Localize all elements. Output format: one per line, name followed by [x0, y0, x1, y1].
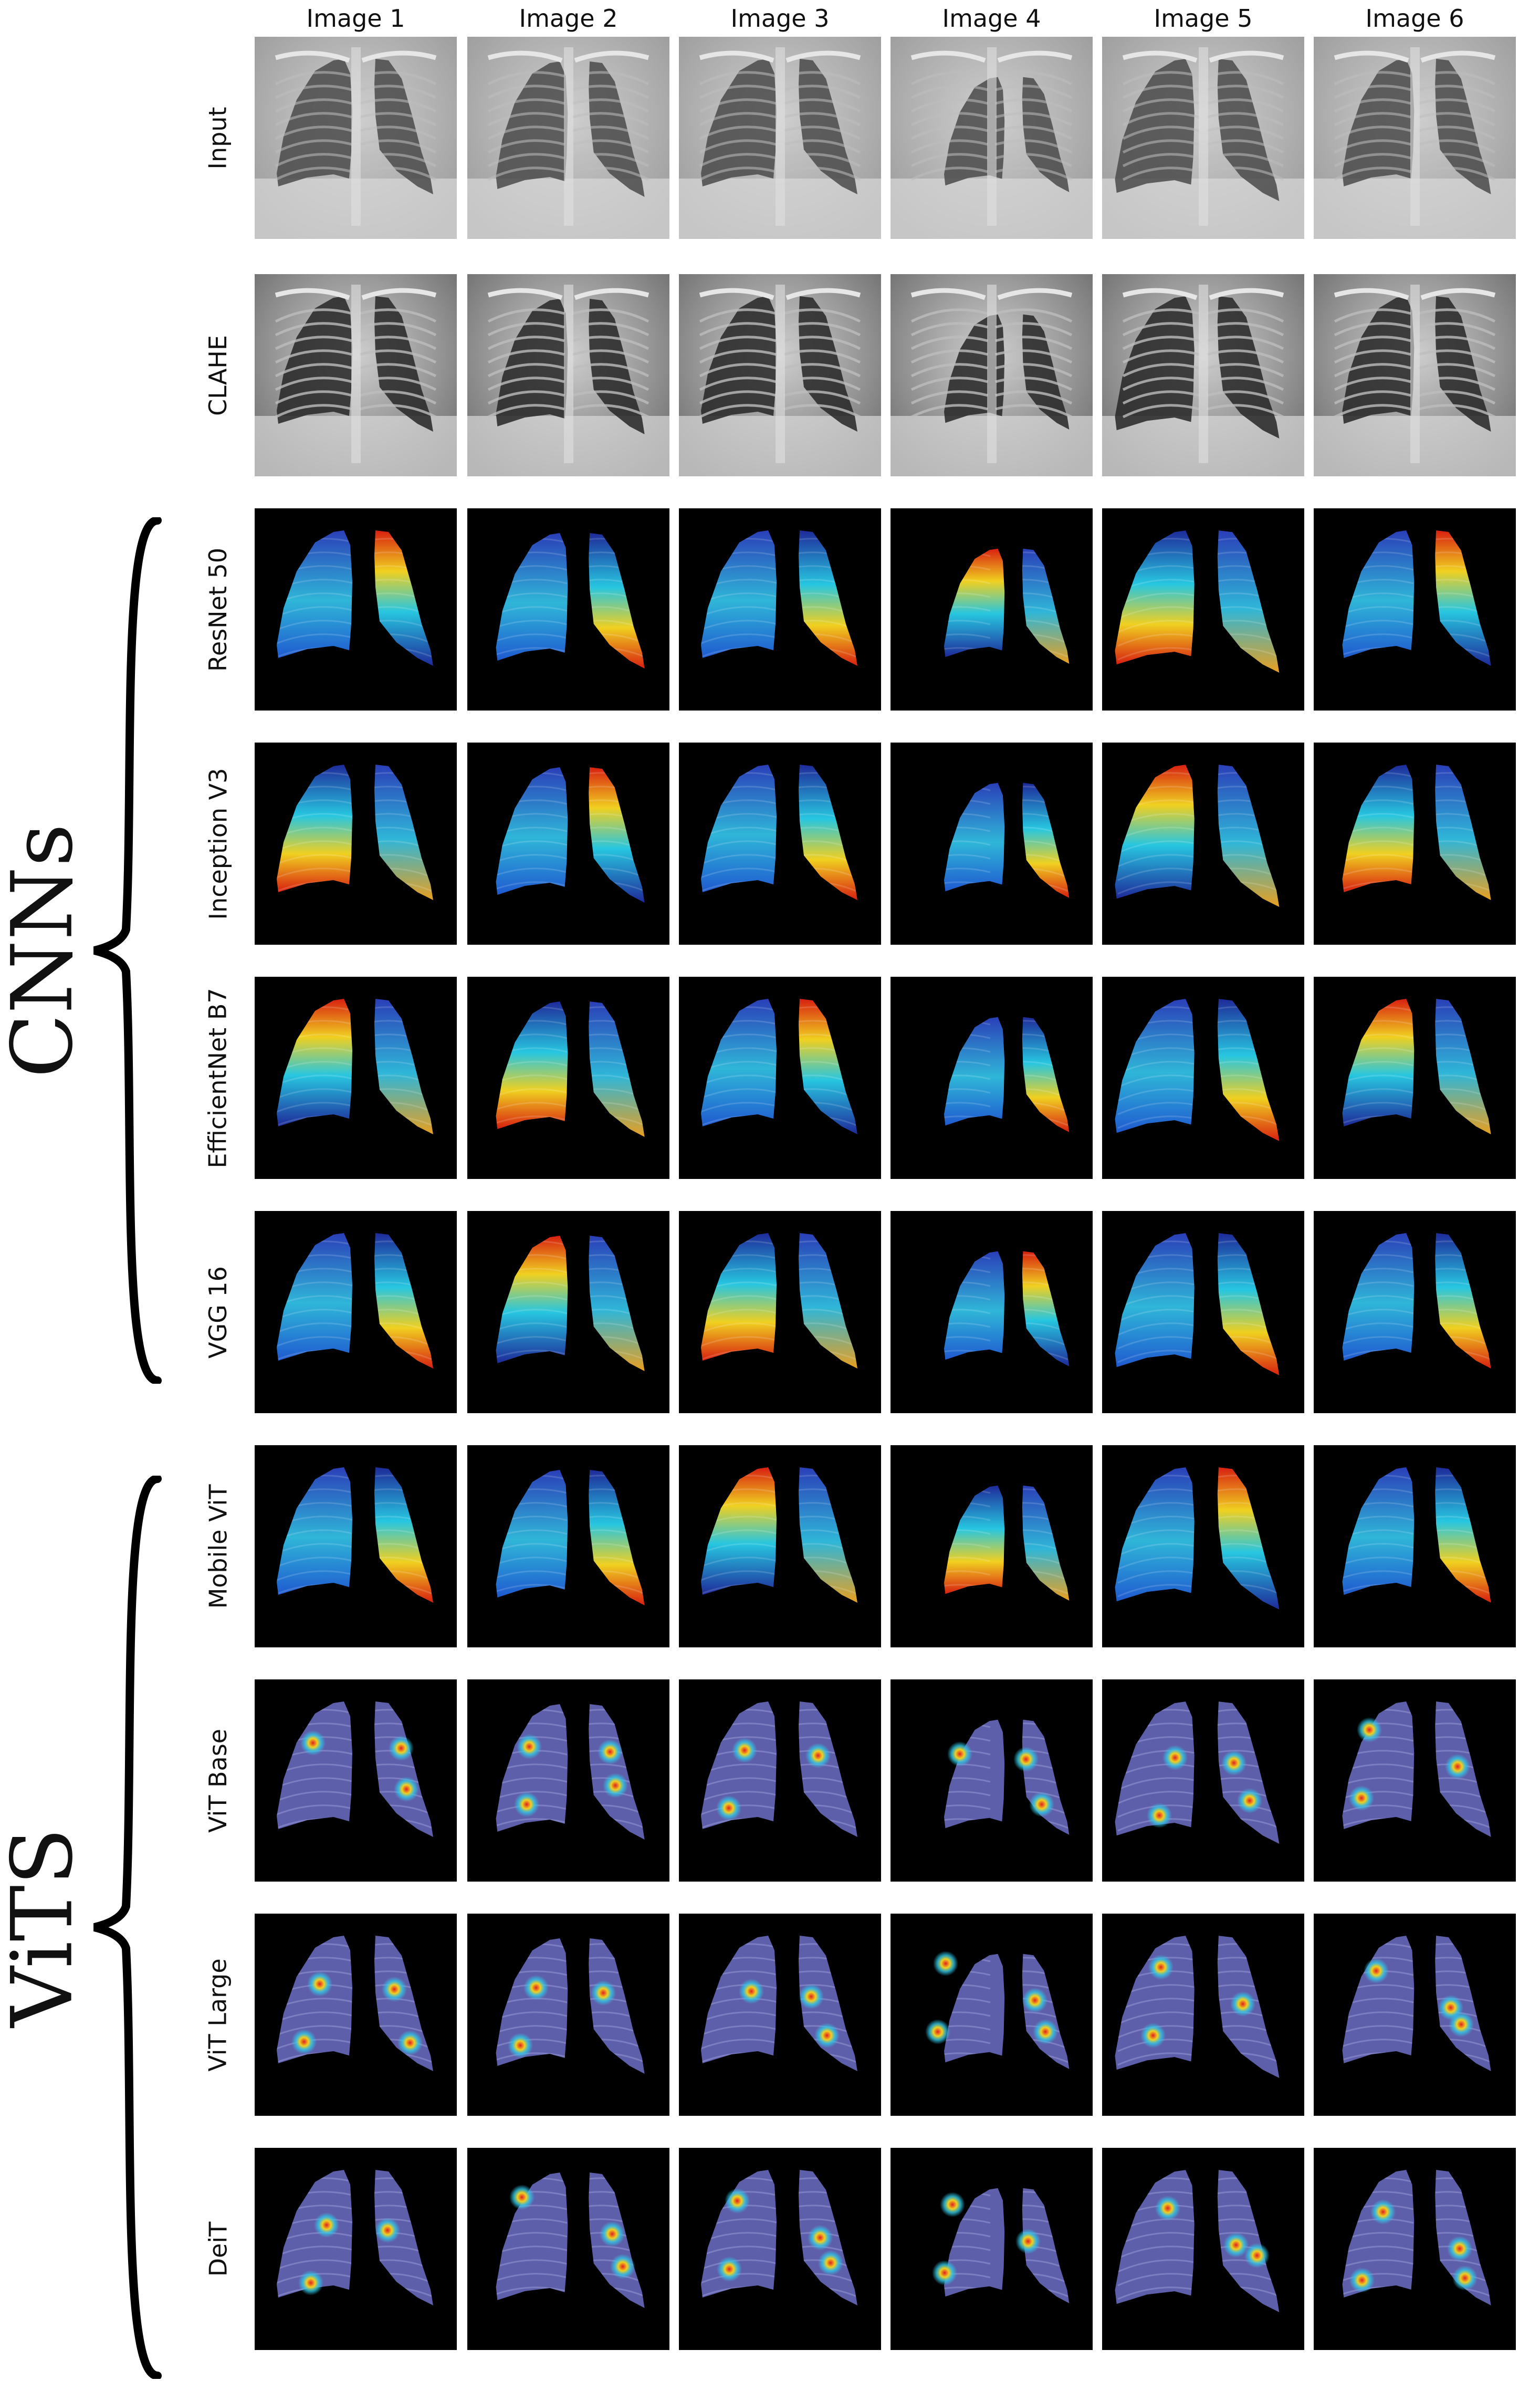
tile-cam-r4-c5 [1102, 743, 1304, 945]
tile-attn-r10-c4 [891, 2148, 1093, 2350]
tile-xray-r1-c2 [467, 37, 669, 239]
tile-cam-r3-c2 [467, 508, 669, 711]
column-header-4: Image 4 [942, 4, 1041, 33]
tile-attn-r9-c6 [1314, 1914, 1516, 2116]
tile-attn-r10-c1 [255, 2148, 457, 2350]
tile-cam-r6-c5 [1102, 1211, 1304, 1413]
tile-cam-r5-c4 [891, 977, 1093, 1179]
row-label-text: CLAHE [204, 335, 232, 416]
column-header-6: Image 6 [1365, 4, 1464, 33]
tile-attn-r8-c6 [1314, 1679, 1516, 1882]
tile-clahe-r2-c4 [891, 274, 1093, 476]
tile-cam-r5-c6 [1314, 977, 1516, 1179]
tile-cam-r3-c5 [1102, 508, 1304, 711]
tile-attn-r9-c3 [679, 1914, 881, 2116]
tile-attn-r10-c3 [679, 2148, 881, 2350]
row-label-text: Input [204, 106, 232, 170]
column-header-1: Image 1 [306, 4, 405, 33]
tile-cam-r5-c1 [255, 977, 457, 1179]
tile-attn-r8-c1 [255, 1679, 457, 1882]
tile-cam-r7-c5 [1102, 1445, 1304, 1647]
tile-cam-r6-c4 [891, 1211, 1093, 1413]
tile-attn-r9-c1 [255, 1914, 457, 2116]
tile-attn-r10-c2 [467, 2148, 669, 2350]
tile-cam-r4-c6 [1314, 743, 1516, 945]
tile-cam-r5-c2 [467, 977, 669, 1179]
column-header-3: Image 3 [730, 4, 830, 33]
tile-cam-r3-c3 [679, 508, 881, 711]
tile-clahe-r2-c1 [255, 274, 457, 476]
tile-clahe-r2-c5 [1102, 274, 1304, 476]
tile-clahe-r2-c6 [1314, 274, 1516, 476]
row-label-text: ResNet 50 [204, 547, 233, 672]
tile-attn-r8-c3 [679, 1679, 881, 1882]
row-label-text: VGG 16 [203, 1266, 232, 1359]
tile-cam-r6-c6 [1314, 1211, 1516, 1413]
tile-cam-r5-c5 [1102, 977, 1304, 1179]
cnns-brace [84, 516, 163, 1385]
tile-cam-r7-c4 [891, 1445, 1093, 1647]
column-header-5: Image 5 [1154, 4, 1253, 33]
tile-cam-r6-c2 [467, 1211, 669, 1413]
row-label-text: EfficientNet B7 [204, 987, 233, 1168]
tile-attn-r9-c5 [1102, 1914, 1304, 2116]
tile-attn-r10-c5 [1102, 2148, 1304, 2350]
tile-cam-r4-c2 [467, 743, 669, 945]
tile-cam-r3-c6 [1314, 508, 1516, 711]
tile-attn-r8-c4 [891, 1679, 1093, 1882]
tile-cam-r4-c1 [255, 743, 457, 945]
tile-xray-r1-c5 [1102, 37, 1304, 239]
tile-cam-r7-c2 [467, 1445, 669, 1647]
tile-xray-r1-c6 [1314, 37, 1516, 239]
tile-cam-r6-c3 [679, 1211, 881, 1413]
tile-cam-r5-c3 [679, 977, 881, 1179]
vits-group-label: ViTS [0, 1476, 91, 2379]
tile-xray-r1-c3 [679, 37, 881, 239]
tile-cam-r6-c1 [255, 1211, 457, 1413]
tile-attn-r9-c4 [891, 1914, 1093, 2116]
row-label-text: ViT Large [204, 1958, 233, 2072]
tile-attn-r10-c6 [1314, 2148, 1516, 2350]
tile-attn-r8-c5 [1102, 1679, 1304, 1882]
tile-attn-r8-c2 [467, 1679, 669, 1882]
tile-xray-r1-c4 [891, 37, 1093, 239]
tile-clahe-r2-c3 [679, 274, 881, 476]
row-label-text: Mobile ViT [204, 1484, 233, 1609]
row-label-text: ViT Base [203, 1728, 232, 1833]
vits-group-label-text: ViTS [0, 1827, 91, 2028]
tile-cam-r4-c4 [891, 743, 1093, 945]
tile-clahe-r2-c2 [467, 274, 669, 476]
tile-cam-r7-c3 [679, 1445, 881, 1647]
tile-xray-r1-c1 [255, 37, 457, 239]
tile-cam-r7-c1 [255, 1445, 457, 1647]
tile-cam-r4-c3 [679, 743, 881, 945]
tile-cam-r3-c4 [891, 508, 1093, 711]
tile-cam-r7-c6 [1314, 1445, 1516, 1647]
column-header-2: Image 2 [519, 4, 618, 33]
cnns-group-label-text: CNNs [0, 823, 91, 1078]
cnns-group-label: CNNs [0, 517, 91, 1384]
row-label-text: Inception V3 [204, 768, 233, 920]
row-label-text: DeiT [203, 2221, 232, 2276]
tile-cam-r3-c1 [255, 508, 457, 711]
tile-attn-r9-c2 [467, 1914, 669, 2116]
vits-brace [84, 1475, 163, 2380]
